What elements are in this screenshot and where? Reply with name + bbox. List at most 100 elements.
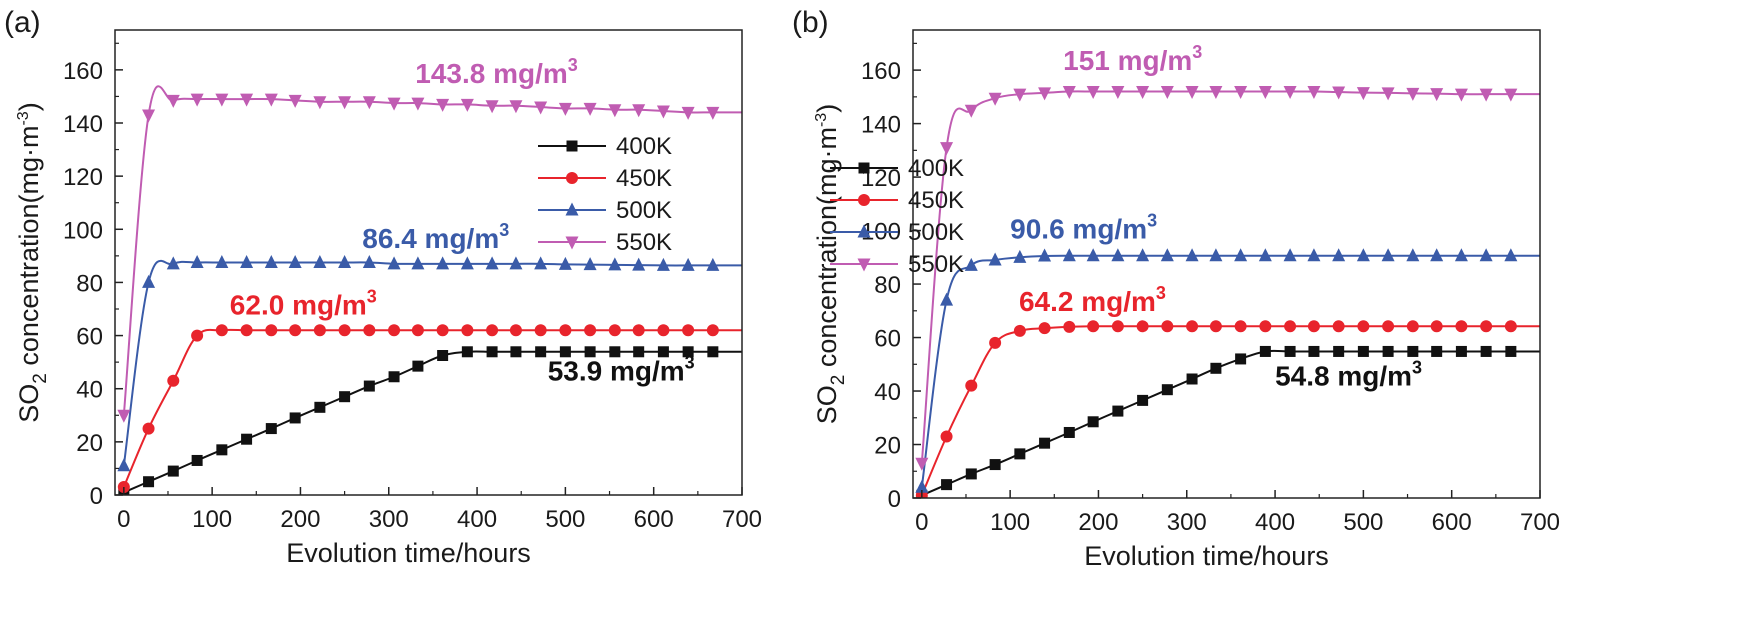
y-tick-label: 0 [888,486,901,513]
data-point-400K [1407,345,1419,357]
data-point-500K [1111,248,1125,262]
data-point-550K [142,109,156,123]
data-point-450K [411,324,424,337]
data-point-500K [387,256,401,270]
data-point-500K [940,292,954,306]
x-tick-label: 400 [1255,509,1295,536]
data-point-450K [584,324,597,337]
data-point-500K [1086,248,1100,262]
legend-label-400K: 400K [616,133,672,160]
annotation-text: 62.0 mg/m [230,289,367,320]
data-point-550K [1185,86,1199,100]
data-point-400K [633,346,645,358]
data-point-500K [1504,248,1518,262]
legend-marker-450K [858,194,870,206]
y-tick-label: 60 [76,324,103,351]
data-point-450K [1406,320,1419,333]
data-point-500K [964,257,978,271]
series-line-400K [921,349,1540,497]
data-point-400K [657,346,669,358]
data-point-500K [411,256,425,270]
series-550K [117,85,742,423]
y-tick-label: 140 [861,112,901,139]
annotation-superscript: 3 [1147,211,1157,231]
y-axis-label-end: ) [812,104,842,113]
data-point-500K [1209,248,1223,262]
y-axis-label-text: concentration(mg·m [812,127,842,375]
data-point-450K [632,324,645,337]
data-point-550K [190,93,204,107]
annotation-superscript: 3 [1156,283,1166,303]
legend-marker-400K [858,162,870,174]
data-point-400K [388,371,400,383]
data-point-500K [915,479,929,493]
annotation-text: 143.8 mg/m [415,58,568,89]
plot-frame [114,29,743,496]
data-point-550K [608,104,622,118]
data-point-400K [1357,345,1369,357]
y-tick-label: 160 [861,58,901,85]
data-point-400K [1039,437,1051,449]
y-axis-label-main: SO [14,384,44,423]
annotation-superscript: 3 [568,55,578,75]
data-point-550K [1332,86,1346,100]
data-point-550K [215,93,229,107]
data-point-500K [288,255,302,268]
data-point-500K [338,255,352,268]
data-point-500K [485,256,499,270]
data-point-400K [584,346,596,358]
data-point-550K [1234,86,1248,100]
data-point-400K [1137,394,1149,406]
legend-marker-500K [565,202,579,216]
y-axis-label-subscript: 2 [828,375,849,386]
data-point-500K [190,255,204,268]
data-point-500K [558,256,572,270]
data-point-500K [1307,248,1321,262]
series-550K [915,86,1540,471]
data-point-550K [166,94,180,108]
data-point-550K [915,457,929,471]
x-tick-label: 200 [280,506,320,533]
data-point-550K [338,96,352,110]
data-point-400K [1210,362,1222,374]
annotation-superscript: 3 [367,286,377,306]
data-point-450K [1504,320,1517,333]
data-point-450K [1307,320,1320,333]
plot-frame [912,29,1541,499]
data-point-400K [1505,345,1517,357]
series-400K [916,345,1540,498]
data-point-500K [1283,248,1297,262]
data-point-550K [632,104,646,118]
x-tick-label: 600 [1432,509,1472,536]
legend-label-550K: 550K [908,251,964,278]
x-tick-label: 500 [545,506,585,533]
data-point-550K [1086,86,1100,100]
legend-label-500K: 500K [908,219,964,246]
y-axis-label-superscript: -3 [15,111,32,125]
data-point-450K [486,324,499,337]
data-point-400K [609,346,621,358]
data-point-550K [656,105,670,119]
data-point-500K [1406,248,1420,262]
data-point-550K [288,94,302,108]
data-point-400K [363,380,375,392]
data-point-500K [534,256,548,270]
annotation-text: 64.2 mg/m [1019,286,1156,317]
data-point-400K [535,346,547,358]
data-point-550K [1013,88,1027,102]
y-tick-label: 120 [63,164,103,191]
data-point-400K [682,346,694,358]
data-point-550K [460,98,474,112]
y-axis-label-main: SO [812,385,842,424]
data-point-450K [534,324,547,337]
value-annotation: 54.8 mg/m3 [1275,358,1422,392]
value-annotation: 86.4 mg/m3 [362,220,509,254]
data-point-500K [117,458,131,472]
legend-marker-450K [566,172,578,184]
data-point-500K [313,255,327,268]
data-point-500K [1479,248,1493,262]
annotation-superscript: 3 [1192,42,1202,62]
data-point-400K [1382,345,1394,357]
data-point-550K [534,101,548,115]
y-tick-label: 0 [90,483,103,510]
